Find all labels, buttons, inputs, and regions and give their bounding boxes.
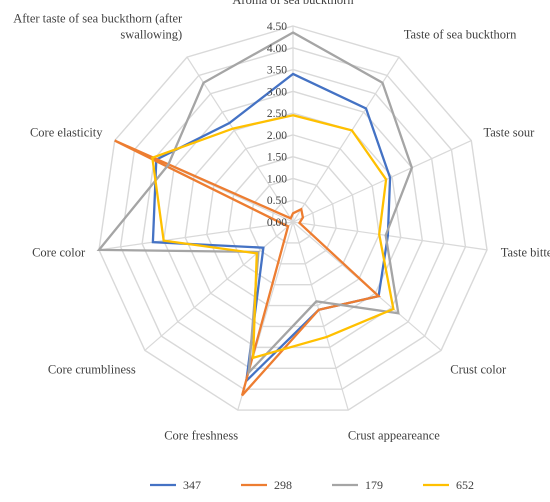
radar-grid bbox=[98, 25, 488, 411]
radial-tick-label: 1.50 bbox=[267, 152, 287, 164]
radial-tick-label: 3.50 bbox=[267, 65, 287, 77]
grid-ring bbox=[98, 25, 488, 411]
axis-label: Core elasticity bbox=[30, 125, 103, 139]
grid-spoke bbox=[292, 56, 400, 223]
axis-label: After taste of sea buckthorn (after swall… bbox=[13, 11, 183, 41]
axis-label: Core color bbox=[32, 246, 86, 260]
grid-spoke bbox=[144, 221, 294, 351]
series-line-347 bbox=[151, 72, 392, 384]
grid-ring bbox=[141, 68, 445, 369]
grid-spoke bbox=[98, 221, 294, 251]
series-line-298 bbox=[114, 139, 381, 397]
grid-spoke bbox=[292, 140, 472, 223]
radial-tick-label: 4.50 bbox=[267, 21, 287, 33]
grid-ring bbox=[119, 47, 467, 390]
radial-tick-label: 2.50 bbox=[267, 108, 287, 120]
legend-label-652: 652 bbox=[456, 478, 474, 492]
radial-tick-label: 0.00 bbox=[267, 217, 287, 229]
grid-spoke bbox=[292, 221, 488, 251]
axis-label: Crust color bbox=[450, 362, 507, 376]
series-lines bbox=[96, 31, 414, 397]
grid-ring bbox=[249, 177, 337, 265]
grid-ring bbox=[206, 134, 380, 307]
radial-tick-labels: 0.00 0.50 1.00 1.50 2.00 2.50 3.00 3.50 4.00 4.50 bbox=[267, 21, 287, 229]
radial-tick-label: 1.00 bbox=[267, 173, 287, 185]
axis-label: Taste sour bbox=[483, 125, 535, 139]
radial-tick-label: 2.00 bbox=[267, 130, 287, 142]
legend-label-298: 298 bbox=[274, 478, 292, 492]
radial-tick-label: 4.00 bbox=[267, 43, 287, 55]
legend-label-347: 347 bbox=[183, 478, 201, 492]
axis-label: Taste of sea buckthorn bbox=[404, 27, 517, 41]
axis-label: Core crumbliness bbox=[48, 362, 136, 376]
grid-spoke bbox=[186, 56, 294, 223]
axis-label: Core freshness bbox=[164, 428, 238, 442]
axis-labels: Aroma of sea buckthorn Taste of sea buckt… bbox=[13, 0, 550, 442]
series-line-179 bbox=[96, 31, 414, 376]
grid-ring bbox=[227, 155, 359, 286]
series-line-652 bbox=[151, 114, 395, 360]
legend-label-179: 179 bbox=[365, 478, 383, 492]
radial-tick-label: 3.00 bbox=[267, 86, 287, 98]
radial-tick-label: 0.50 bbox=[267, 195, 287, 207]
axis-label: Aroma of sea buckthorn bbox=[232, 0, 354, 7]
legend: 347 298 179 652 bbox=[150, 478, 474, 492]
axis-label: Taste bitter bbox=[501, 246, 550, 260]
axis-label: Crust appeareance bbox=[348, 428, 440, 442]
grid-spoke bbox=[292, 221, 349, 411]
